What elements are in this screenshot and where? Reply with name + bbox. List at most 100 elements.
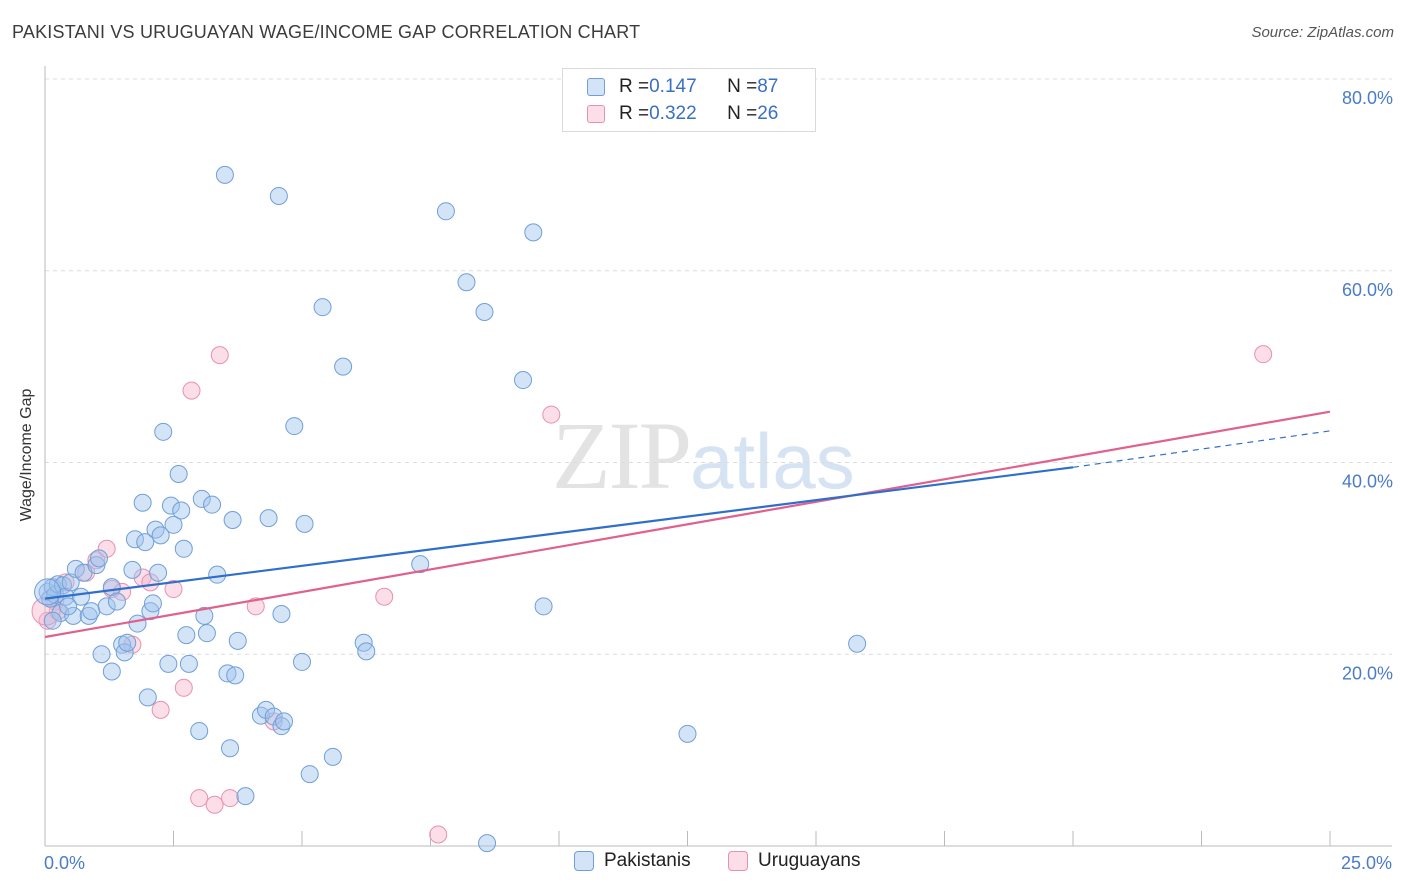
y-tick-label-40: 40.0% [1342, 472, 1393, 492]
pakistanis-point [89, 549, 108, 568]
pakistanis-point [197, 624, 216, 643]
watermark-zip: ZIP [552, 402, 692, 509]
uruguayans-point [542, 405, 561, 424]
pakistanis-point [215, 165, 234, 184]
pakistanis-point [678, 724, 697, 743]
pakistanis-point [534, 597, 553, 616]
pakistanis-point [257, 700, 276, 719]
pakistanis-point [146, 520, 165, 539]
uruguayans-point [429, 825, 448, 844]
uruguayans-point [87, 551, 106, 570]
pakistanis-point [272, 604, 291, 623]
chart-title: PAKISTANI VS URUGUAYAN WAGE/INCOME GAP C… [12, 22, 641, 42]
pakistanis-point [149, 563, 168, 582]
uru-n-value: 26 [757, 103, 779, 124]
pakistanis-point [300, 765, 319, 784]
pakistanis-point [251, 706, 270, 725]
pakistanis-point [125, 530, 144, 549]
pak-r-label: R = [619, 76, 650, 97]
pakistanis-point [82, 602, 101, 621]
pakistanis-point [285, 417, 304, 436]
pakistanis-legend-swatch [574, 851, 594, 871]
pakistanis-point [357, 642, 376, 661]
pakistanis-point [118, 633, 137, 652]
pakistanis-point [457, 273, 476, 292]
uruguayans-points [31, 345, 1273, 844]
uruguayans-point [221, 789, 240, 808]
uruguayans-point [97, 539, 116, 558]
pakistanis-swatch [587, 78, 605, 96]
correlation-legend: R = 0.147 N = 87 R = 0.322 N = 26 [562, 68, 816, 132]
pakistanis-point [514, 371, 533, 390]
uruguayans-trend-line [44, 410, 1331, 639]
pakistanis-point [223, 511, 242, 530]
pakistanis-trend-line [44, 466, 1074, 600]
legend-item-pakistanis[interactable]: Pakistanis [574, 850, 691, 872]
uruguayans-point [1254, 345, 1273, 364]
pakistanis-point [226, 666, 245, 685]
pakistanis-point [34, 578, 62, 606]
y-tick-label-20: 20.0% [1342, 663, 1393, 683]
legend-row-uruguayans: R = 0.322 N = 26 [587, 102, 778, 126]
pakistanis-point [123, 560, 142, 579]
source-credit[interactable]: Source: ZipAtlas.com [1251, 24, 1394, 41]
pakistanis-point [269, 186, 288, 205]
uruguayans-point [151, 700, 170, 719]
pakistanis-point [136, 533, 155, 552]
pakistanis-point [293, 652, 311, 671]
pakistanis-point [334, 357, 353, 376]
uruguayans-point [174, 678, 193, 697]
pakistanis-point [151, 526, 170, 545]
legend-item-uruguayans[interactable]: Uruguayans [728, 850, 860, 872]
pakistanis-point [313, 298, 332, 317]
pakistanis-point [475, 302, 494, 321]
uruguayans-point [205, 795, 224, 814]
legend-row-pakistanis: R = 0.147 N = 87 [587, 75, 778, 99]
pakistanis-point [478, 834, 497, 853]
uruguayans-point [210, 346, 229, 365]
pakistanis-point [272, 717, 291, 736]
pakistanis-point [323, 747, 342, 766]
pak-n-value: 87 [757, 76, 779, 97]
uruguayans-point [246, 597, 265, 616]
pakistanis-point [159, 654, 178, 673]
pakistanis-point [208, 565, 227, 584]
pakistanis-legend-label: Pakistanis [604, 850, 691, 871]
series-legend: Pakistanis Uruguayans [0, 850, 1406, 878]
gridlines [45, 78, 1392, 655]
pakistanis-point [79, 606, 98, 625]
trend-lines [44, 410, 1331, 639]
pakistanis-point [848, 634, 867, 653]
pakistanis-point [161, 496, 180, 515]
axes [44, 66, 1392, 847]
pakistanis-point [64, 606, 83, 625]
pak-r-value: 0.147 [649, 76, 697, 97]
pakistanis-point [203, 495, 222, 514]
uru-r-value: 0.322 [649, 103, 697, 124]
pakistanis-point [97, 597, 116, 616]
uruguayans-point [375, 587, 394, 606]
pakistanis-point [218, 664, 237, 683]
uruguayans-point [164, 580, 183, 599]
pakistanis-point [264, 707, 283, 726]
pakistanis-point [179, 654, 198, 673]
pakistanis-point [192, 489, 211, 508]
pakistanis-point [138, 688, 157, 707]
pakistanis-point [295, 514, 314, 533]
x-tick-label-min: 0.0% [44, 853, 86, 873]
y-tick-labels: 20.0% 40.0% 60.0% 80.0% [1342, 88, 1393, 683]
pakistanis-point [177, 626, 196, 645]
pakistanis-point [154, 422, 173, 441]
uru-n-label: N = [727, 103, 758, 124]
pakistanis-point [221, 739, 240, 758]
pak-n-label: N = [727, 76, 758, 97]
uruguayans-swatch [587, 105, 605, 123]
y-tick-label-60: 60.0% [1342, 280, 1393, 300]
pakistanis-point [43, 611, 62, 630]
pakistanis-point [228, 631, 247, 650]
pakistanis-point [411, 555, 430, 574]
uru-r-label: R = [619, 103, 650, 124]
pakistanis-point [195, 606, 214, 625]
pakistanis-point [169, 465, 188, 484]
